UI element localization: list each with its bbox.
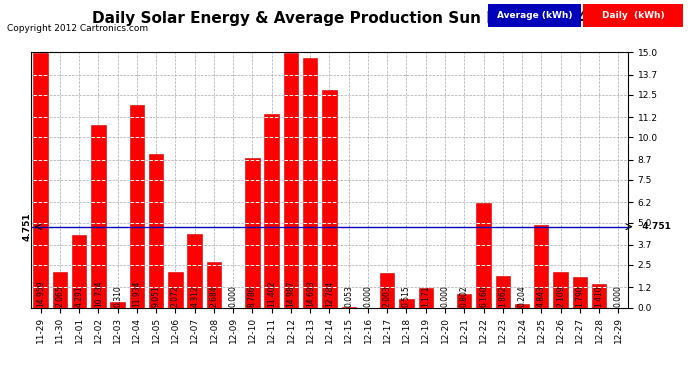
Text: 4.751: 4.751 [636,222,671,231]
Text: 0.310: 0.310 [113,285,122,307]
Bar [342,307,356,308]
Bar [33,53,48,307]
Bar [515,304,529,307]
Bar [207,262,221,308]
Bar [168,272,183,308]
Text: 0.000: 0.000 [364,285,373,307]
Text: 0.204: 0.204 [518,285,526,307]
Text: 1.171: 1.171 [421,286,431,307]
Bar [303,58,317,308]
Text: 0.000: 0.000 [440,285,449,307]
Bar [188,234,202,308]
Bar [419,288,433,308]
Text: 14.987: 14.987 [286,280,295,307]
Bar [72,234,86,308]
Bar [245,158,259,308]
Bar [380,273,395,308]
Text: 4.843: 4.843 [537,285,546,307]
Text: 4.751: 4.751 [23,212,32,241]
Text: 2.003: 2.003 [383,285,392,307]
Bar [52,272,67,308]
Text: 14.693: 14.693 [306,280,315,307]
Text: 1.790: 1.790 [575,285,584,307]
Text: 14.959: 14.959 [36,280,45,307]
Bar [91,125,106,308]
Bar [130,105,144,308]
Text: Daily Solar Energy & Average Production Sun Dec 30 07:44: Daily Solar Energy & Average Production … [92,11,598,26]
Text: 0.053: 0.053 [344,285,353,307]
Text: 10.734: 10.734 [94,280,103,307]
Text: 1.862: 1.862 [498,286,507,307]
Text: Daily  (kWh): Daily (kWh) [602,11,664,20]
Text: 0.515: 0.515 [402,285,411,307]
Text: 9.051: 9.051 [152,285,161,307]
Bar [400,299,414,307]
Bar [553,272,568,308]
Bar [495,276,510,308]
Text: Average (kWh): Average (kWh) [497,11,572,20]
Text: Copyright 2012 Cartronics.com: Copyright 2012 Cartronics.com [7,24,148,33]
Bar [322,90,337,308]
Text: 11.934: 11.934 [132,280,141,307]
Bar [534,225,549,308]
Bar [284,53,298,307]
Bar [110,302,125,307]
Text: 0.802: 0.802 [460,285,469,307]
Text: 6.160: 6.160 [479,285,488,307]
Text: 2.065: 2.065 [55,285,64,307]
Bar [573,277,587,308]
Text: 0.000: 0.000 [614,285,623,307]
Bar [457,294,471,307]
Bar [264,114,279,308]
Bar [476,203,491,308]
Text: 8.786: 8.786 [248,285,257,307]
Text: 4.291: 4.291 [75,285,83,307]
Text: 4.312: 4.312 [190,285,199,307]
Text: 2.109: 2.109 [556,285,565,307]
Text: 2.072: 2.072 [171,285,180,307]
Bar [592,284,607,308]
Text: 2.684: 2.684 [210,285,219,307]
Text: 0.000: 0.000 [228,285,238,307]
Text: 1.410: 1.410 [595,285,604,307]
Text: 12.784: 12.784 [325,281,334,307]
Bar [149,154,164,308]
Text: 11.402: 11.402 [267,281,276,307]
